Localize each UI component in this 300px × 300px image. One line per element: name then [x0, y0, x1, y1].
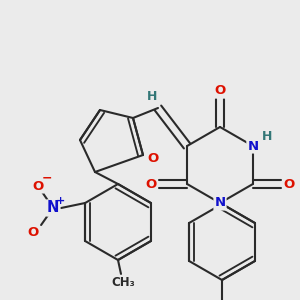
- Text: O: O: [147, 152, 159, 166]
- Text: O: O: [283, 178, 295, 190]
- Text: O: O: [32, 179, 44, 193]
- Text: N: N: [214, 196, 226, 209]
- Text: H: H: [262, 130, 272, 142]
- Text: O: O: [146, 178, 157, 190]
- Text: N: N: [47, 200, 59, 215]
- Text: +: +: [56, 196, 65, 206]
- Text: O: O: [28, 226, 39, 239]
- Text: O: O: [214, 85, 226, 98]
- Text: H: H: [147, 89, 157, 103]
- Text: N: N: [247, 140, 259, 152]
- Text: CH₃: CH₃: [111, 275, 135, 289]
- Text: −: −: [42, 172, 52, 184]
